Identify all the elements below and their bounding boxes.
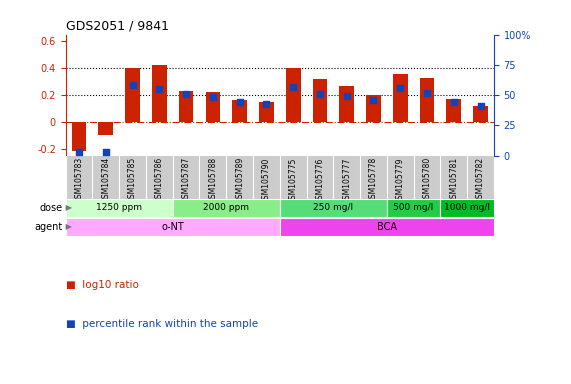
Text: GSM105780: GSM105780	[423, 157, 432, 204]
Point	[182, 91, 191, 97]
Text: GSM105777: GSM105777	[342, 157, 351, 204]
Bar	[232, 101, 247, 122]
Text: 1250 ppm: 1250 ppm	[96, 204, 142, 212]
Point	[235, 99, 244, 105]
Point	[74, 149, 83, 155]
Bar	[280, 199, 387, 217]
Text: 250 mg/l: 250 mg/l	[313, 204, 353, 212]
Text: ■  log10 ratio: ■ log10 ratio	[66, 280, 139, 290]
Point	[342, 93, 351, 99]
Point	[396, 85, 405, 91]
Text: dose: dose	[40, 203, 63, 213]
Bar	[206, 93, 220, 122]
Text: agent: agent	[35, 222, 63, 232]
Text: 1000 mg/l: 1000 mg/l	[444, 204, 490, 212]
Bar	[66, 199, 173, 217]
Point	[288, 83, 297, 89]
Point	[423, 89, 432, 96]
Bar	[420, 78, 435, 122]
Point	[208, 94, 218, 101]
Bar	[98, 122, 113, 136]
Bar	[259, 102, 274, 122]
Text: ■  percentile rank within the sample: ■ percentile rank within the sample	[66, 319, 258, 329]
Bar	[173, 199, 280, 217]
Text: ▶: ▶	[63, 204, 72, 212]
Text: GSM105781: GSM105781	[449, 157, 459, 204]
Bar	[393, 74, 408, 122]
Text: o-NT: o-NT	[162, 222, 184, 232]
Bar	[366, 95, 381, 122]
Bar	[387, 199, 440, 217]
Text: GSM105789: GSM105789	[235, 157, 244, 204]
Text: 2000 ppm: 2000 ppm	[203, 204, 250, 212]
Bar	[339, 86, 354, 122]
Bar	[66, 218, 280, 236]
Text: GSM105786: GSM105786	[155, 157, 164, 204]
Text: GSM105778: GSM105778	[369, 157, 378, 204]
Bar	[152, 66, 167, 122]
Text: GSM105782: GSM105782	[476, 157, 485, 204]
Bar	[179, 91, 194, 122]
Text: GSM105776: GSM105776	[315, 157, 324, 204]
Point	[315, 91, 324, 97]
Text: ▶: ▶	[63, 222, 72, 231]
Text: GSM105788: GSM105788	[208, 157, 218, 204]
Bar	[280, 218, 494, 236]
Text: GSM105779: GSM105779	[396, 157, 405, 204]
Point	[128, 82, 137, 88]
Point	[262, 101, 271, 107]
Bar	[447, 99, 461, 122]
Point	[476, 103, 485, 109]
Bar	[72, 122, 86, 152]
Text: GSM105784: GSM105784	[101, 157, 110, 204]
Bar	[440, 199, 494, 217]
Text: 500 mg/l: 500 mg/l	[393, 204, 434, 212]
Text: GSM105775: GSM105775	[289, 157, 297, 204]
Text: GSM105785: GSM105785	[128, 157, 137, 204]
Text: GSM105783: GSM105783	[75, 157, 83, 204]
Text: BCA: BCA	[377, 222, 397, 232]
Bar	[125, 68, 140, 122]
Bar	[473, 106, 488, 122]
Bar	[312, 79, 327, 122]
Bar	[286, 68, 300, 122]
Point	[369, 97, 378, 103]
Point	[101, 149, 110, 155]
Text: GSM105790: GSM105790	[262, 157, 271, 204]
Point	[449, 99, 459, 105]
Text: GSM105787: GSM105787	[182, 157, 191, 204]
Point	[155, 86, 164, 92]
Text: GDS2051 / 9841: GDS2051 / 9841	[66, 19, 168, 32]
